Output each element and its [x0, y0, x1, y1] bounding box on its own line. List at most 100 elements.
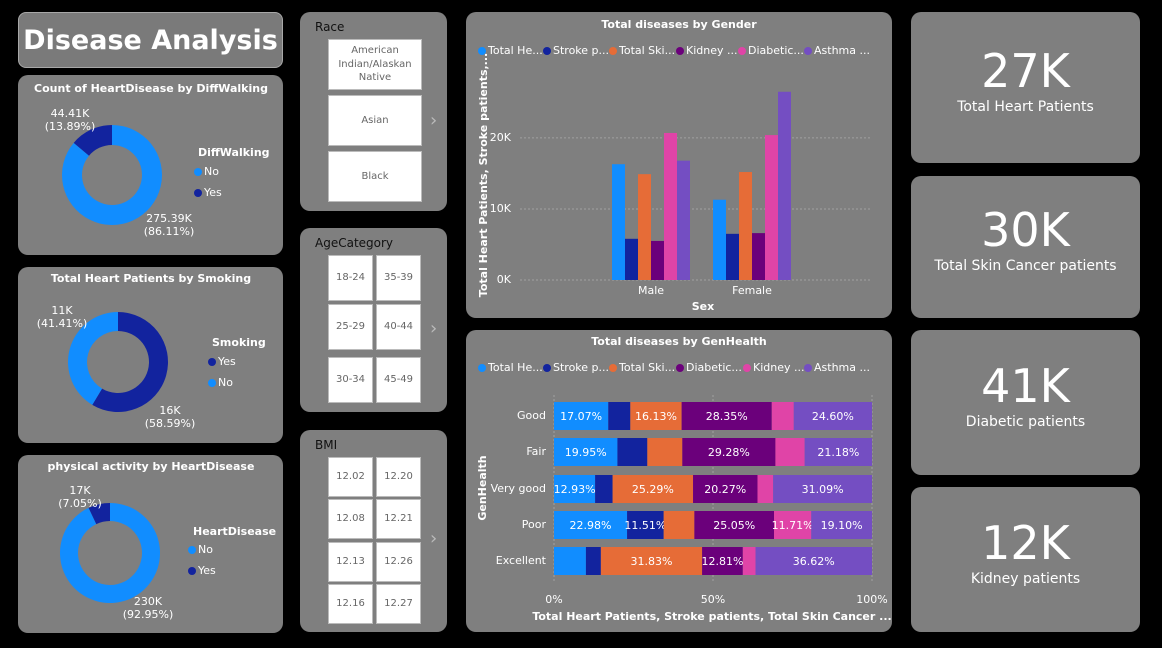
chart-title: Total diseases by GenHealth	[591, 335, 766, 348]
kpi-label: Kidney patients	[970, 570, 1081, 587]
legend-label: Yes	[217, 355, 236, 368]
legend-marker	[194, 189, 202, 197]
slicer-item[interactable]: 12.16	[328, 584, 373, 624]
data-label: 25.05%	[713, 519, 755, 532]
bar	[625, 238, 638, 280]
bar-segment	[554, 547, 586, 575]
legend-marker	[676, 47, 684, 55]
legend-title: DiffWalking	[198, 146, 270, 159]
legend-label: Total He...	[487, 361, 543, 374]
kpi-label: Total Heart Patients	[957, 98, 1094, 115]
bar-segment	[595, 475, 613, 503]
panel	[300, 430, 447, 632]
chart-title: physical activity by HeartDisease	[48, 460, 255, 473]
data-label: 17.07%	[560, 410, 602, 423]
donut-slice	[73, 125, 112, 156]
x-axis-label: Total Heart Patients, Stroke patients, T…	[532, 610, 891, 623]
slicer-item[interactable]: 25-29	[328, 304, 373, 350]
data-label: 275.39K	[146, 212, 192, 225]
scroll-arrow[interactable]: ›	[430, 528, 438, 549]
legend-label: Total Ski...	[618, 44, 675, 57]
slicer-item[interactable]: 40-44	[376, 304, 421, 350]
x-tick-label: Male	[638, 284, 664, 297]
slicer-title: Race	[315, 20, 345, 34]
slicer-item[interactable]: 45-49	[376, 357, 421, 403]
data-label: 29.28%	[708, 446, 750, 459]
data-label: 12.93%	[554, 483, 596, 496]
slicer-item[interactable]: 12.20	[376, 457, 421, 497]
bar	[752, 233, 765, 280]
kpi-value: 30K	[981, 203, 1070, 257]
chart-title: Total diseases by Gender	[601, 18, 757, 31]
legend-label: Stroke p...	[553, 44, 609, 57]
bar-segment	[773, 475, 872, 503]
y-tick-label: 0K	[497, 273, 512, 286]
bar	[612, 164, 625, 280]
data-label: 44.41K	[51, 107, 90, 120]
legend-marker	[738, 47, 746, 55]
legend-marker	[478, 364, 486, 372]
y-tick-label: Fair	[526, 445, 546, 458]
slicer-item[interactable]: 12.27	[376, 584, 421, 624]
slicer-item[interactable]: 12.26	[376, 542, 421, 582]
slicer-item[interactable]: 35-39	[376, 255, 421, 301]
kpi-value: 27K	[981, 43, 1070, 98]
data-label: (13.89%)	[45, 120, 96, 133]
legend-label: No	[204, 165, 219, 178]
data-label: 19.10%	[821, 519, 863, 532]
slicer-item[interactable]: 30-34	[328, 357, 373, 403]
bar-segment	[600, 547, 703, 575]
panel	[911, 176, 1140, 318]
bar	[638, 174, 651, 280]
legend-marker	[208, 379, 216, 387]
data-label: 24.60%	[812, 410, 854, 423]
legend-title: HeartDisease	[193, 525, 276, 538]
scroll-arrow[interactable]: ›	[430, 110, 438, 131]
legend-marker	[543, 47, 551, 55]
bar	[765, 135, 778, 280]
kpi-label: Diabetic patients	[965, 413, 1086, 430]
donut-slice	[92, 312, 168, 412]
slicer-title: BMI	[315, 438, 338, 452]
slicer-item[interactable]: 12.08	[328, 499, 373, 539]
data-label: (58.59%)	[145, 417, 196, 430]
legend-marker	[804, 47, 812, 55]
kpi-value: 12K	[981, 515, 1070, 570]
donut-slice	[67, 312, 118, 405]
data-label: (92.95%)	[123, 608, 174, 621]
slicer-item[interactable]: 12.02	[328, 457, 373, 497]
y-tick-label: Poor	[522, 518, 547, 531]
data-label: 11.71%	[772, 519, 814, 532]
slicer-item[interactable]: 12.13	[328, 542, 373, 582]
data-label: 25.29%	[632, 483, 674, 496]
dashboard-title: Disease Analysis	[18, 12, 283, 68]
panel	[300, 228, 447, 412]
x-tick-label: 50%	[701, 593, 725, 606]
legend-label: Yes	[203, 186, 222, 199]
bar-segment	[627, 511, 664, 539]
bar-segment	[775, 438, 805, 466]
bar-segment	[804, 438, 872, 466]
legend-label: Asthma ...	[814, 44, 870, 57]
slicer-item[interactable]: Black	[328, 151, 422, 202]
legend-label: Kidney ...	[753, 361, 805, 374]
bar-segment	[702, 547, 743, 575]
panel	[911, 330, 1140, 475]
legend-marker	[478, 47, 486, 55]
slicer-item[interactable]: 18-24	[328, 255, 373, 301]
data-label: 28.35%	[706, 410, 748, 423]
data-label: 20.27%	[704, 483, 746, 496]
slicer-item[interactable]: American Indian/Alaskan Native	[328, 39, 422, 90]
x-tick-label: 100%	[856, 593, 887, 606]
bar-segment	[608, 402, 631, 430]
bar	[739, 172, 752, 280]
bar	[713, 199, 726, 280]
donut-slice	[59, 503, 160, 603]
legend-label: No	[218, 376, 233, 389]
data-label: 16K	[159, 404, 181, 417]
scroll-arrow[interactable]: ›	[430, 318, 438, 339]
data-label: 31.09%	[802, 483, 844, 496]
legend-label: Total Ski...	[618, 361, 675, 374]
slicer-item[interactable]: 12.21	[376, 499, 421, 539]
slicer-item[interactable]: Asian	[328, 95, 422, 146]
